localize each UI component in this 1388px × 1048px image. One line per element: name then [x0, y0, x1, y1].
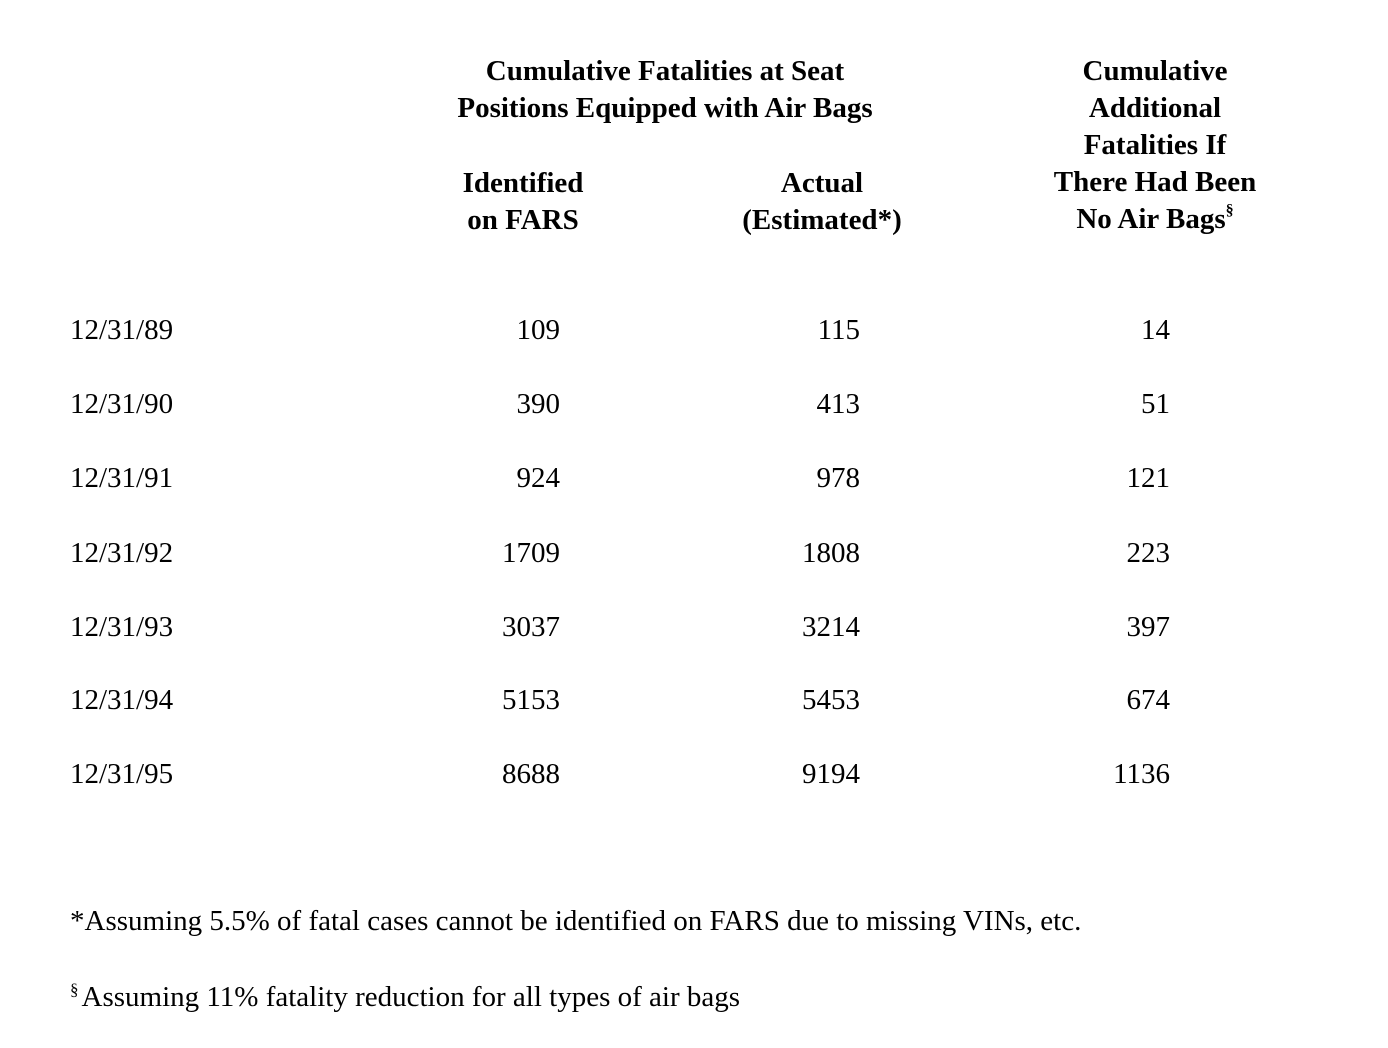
table-row: 12/31/93 3037 3214 397: [0, 607, 1388, 647]
no-airbag-cell: 51: [1141, 388, 1170, 420]
column-header-no-airbag-line3: Fatalities If: [1083, 129, 1227, 161]
actual-cell: 5453: [802, 684, 860, 716]
date-cell: 12/31/93: [70, 611, 174, 643]
column-header-no-airbag-line4: There Had Been: [1053, 166, 1257, 198]
date-cell: 12/31/89: [70, 314, 174, 346]
footnote-section: § Assuming 11% fatality reduction for all…: [70, 977, 740, 1021]
group-header-line2: Positions Equipped with Air Bags: [457, 92, 873, 124]
fars-cell: 1709: [502, 537, 560, 569]
date-cell: 12/31/91: [70, 462, 174, 494]
no-airbag-cell: 121: [1126, 462, 1171, 494]
column-header-fars: Identified on FARS: [423, 165, 623, 239]
footnote-section-text: Assuming 11% fatality reduction for all …: [81, 981, 741, 1013]
actual-cell: 413: [816, 388, 861, 420]
section-mark: §: [1225, 202, 1234, 219]
column-header-actual-line1: Actual: [780, 167, 864, 199]
date-cell: 12/31/95: [70, 758, 174, 790]
no-airbag-cell: 674: [1126, 684, 1171, 716]
column-header-no-airbag: Cumulative Additional Fatalities If Ther…: [1030, 53, 1280, 242]
column-header-actual: Actual (Estimated*): [712, 165, 932, 239]
table-row: 12/31/94 5153 5453 674: [0, 680, 1388, 720]
date-cell: 12/31/94: [70, 684, 174, 716]
date-cell: 12/31/90: [70, 388, 174, 420]
column-header-no-airbag-line2: Additional: [1088, 92, 1222, 124]
no-airbag-cell: 14: [1141, 314, 1170, 346]
fars-cell: 5153: [502, 684, 560, 716]
column-header-no-airbag-line5: No Air Bags§: [1030, 201, 1280, 242]
table-row: 12/31/89 109 115 14: [0, 310, 1388, 350]
column-header-no-airbag-line1: Cumulative: [1082, 55, 1228, 87]
fars-cell: 109: [516, 314, 561, 346]
no-airbag-cell: 397: [1126, 611, 1171, 643]
fars-cell: 3037: [502, 611, 560, 643]
footnote-section-mark: §: [70, 980, 79, 999]
column-header-fars-line1: Identified: [462, 167, 584, 199]
table-row: 12/31/91 924 978 121: [0, 458, 1388, 498]
table-row: 12/31/92 1709 1808 223: [0, 533, 1388, 573]
group-header-line1: Cumulative Fatalities at Seat: [485, 55, 845, 87]
actual-cell: 3214: [802, 611, 860, 643]
actual-cell: 1808: [802, 537, 860, 569]
column-header-fars-line2: on FARS: [467, 204, 579, 236]
table-row: 12/31/95 8688 9194 1136: [0, 754, 1388, 794]
column-header-no-airbag-text: No Air Bags: [1076, 203, 1226, 235]
fars-cell: 924: [516, 462, 561, 494]
table-row: 12/31/90 390 413 51: [0, 384, 1388, 424]
footnote-asterisk: *Assuming 5.5% of fatal cases cannot be …: [70, 905, 1082, 937]
actual-cell: 978: [816, 462, 861, 494]
actual-cell: 115: [817, 314, 860, 346]
no-airbag-cell: 1136: [1113, 758, 1170, 790]
group-header-airbag-seats: Cumulative Fatalities at Seat Positions …: [410, 53, 920, 127]
no-airbag-cell: 223: [1126, 537, 1171, 569]
actual-cell: 9194: [802, 758, 860, 790]
fars-cell: 390: [516, 388, 561, 420]
date-cell: 12/31/92: [70, 537, 174, 569]
fars-cell: 8688: [502, 758, 560, 790]
column-header-actual-line2: (Estimated*): [742, 204, 902, 236]
